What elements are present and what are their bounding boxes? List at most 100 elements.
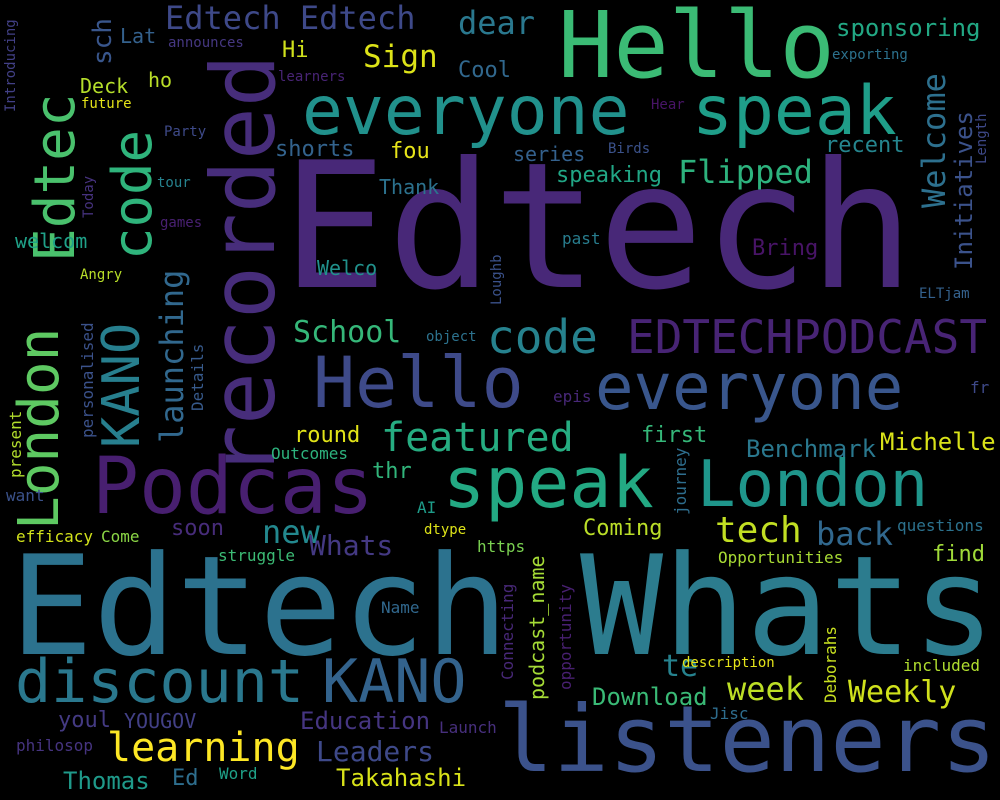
word: questions [897,516,984,535]
word: Whats [309,529,394,562]
word: KANO [322,647,467,717]
word: Welcome [915,73,953,208]
word: Edtech Edtech [165,0,416,37]
word: recent [825,133,905,158]
word: ho [148,68,173,92]
word: Hear [651,97,685,113]
word: Birds [608,141,651,157]
word: podcast_name [525,555,549,701]
word: te [662,649,699,684]
word: Ed [172,766,199,791]
word: fou [390,139,430,164]
word: Lat [120,24,157,48]
word: want [6,486,45,505]
word: speak [692,72,897,151]
word: YOUGOV [124,709,197,733]
word: ELTjam [919,286,970,302]
word: speaking [556,163,662,188]
word: everyone [595,351,904,425]
word: tour [157,175,191,191]
word: EDTECHPODCAST [627,310,988,364]
word: shorts [275,137,355,162]
word: Coming [583,516,663,541]
word: youl [58,708,111,733]
word: Deck [80,74,129,98]
word: included [903,656,981,675]
word: Outcomes [271,444,349,463]
word: Welco [317,256,378,280]
word: launching [153,269,191,443]
word: efficacy [16,527,94,546]
word: Benchmark [746,435,877,463]
word: Flipped [678,153,813,191]
word: recorded [192,54,295,478]
word: Angry [80,267,123,283]
word: Introducing [3,19,19,112]
word: tech [715,510,802,551]
word: object [426,329,477,345]
word: find [932,542,985,567]
word: welcom [15,229,88,253]
word: Download [592,683,708,711]
word: Name [381,598,420,617]
word: Details [188,343,207,411]
word: personalised [78,322,97,438]
word: Weekly [848,675,957,710]
word: back [816,515,894,553]
word: epis [553,387,592,406]
word: code [101,129,164,260]
word: Loughb [489,254,505,305]
word: Length [974,113,990,164]
word: everyone [302,72,630,151]
word: featured [381,415,574,461]
word: speak [443,442,654,524]
word: Education [300,707,431,735]
word: series [513,142,586,166]
word: description [682,655,775,671]
word: KANO [92,322,152,448]
word: Connecting [498,583,517,680]
word: dear [458,4,536,42]
word: future [81,96,132,112]
word: Whats [580,526,996,687]
word: struggle [218,546,296,565]
word: School [293,315,402,350]
word: Opportunities [718,548,844,567]
word: Leaders [316,735,435,768]
word: philosop [16,736,94,755]
word: games [160,215,203,231]
word: Bring [752,236,819,261]
word: Thank [379,175,440,199]
word: listeners [498,686,997,793]
word: Edtech [10,526,509,687]
word: soon [171,516,224,541]
word: Michelle [880,428,996,456]
word: Deborahs [821,625,840,703]
word: learners [278,69,346,85]
word: dtype [424,522,467,538]
word: new [262,513,320,551]
word: Takahashi [336,764,467,792]
word: Thomas [63,767,150,795]
word: week [727,670,805,708]
word: journey [671,447,690,515]
word: Sign [363,39,438,75]
word: https [477,537,526,556]
word: Party [164,124,207,140]
word: announces [168,35,244,51]
word: Hi [282,38,309,63]
word: round [294,423,361,448]
word: AI [417,498,437,517]
word: learning [107,725,300,771]
word: discount [15,647,304,717]
word: Podcas [92,442,374,532]
word: Jisc [710,704,749,723]
word: Edtech [282,126,915,329]
word: present [6,410,25,478]
word: first [641,423,708,448]
word: Hello [558,0,835,99]
word: London [697,448,929,522]
word: Today [81,175,97,218]
word: thr [372,459,412,484]
